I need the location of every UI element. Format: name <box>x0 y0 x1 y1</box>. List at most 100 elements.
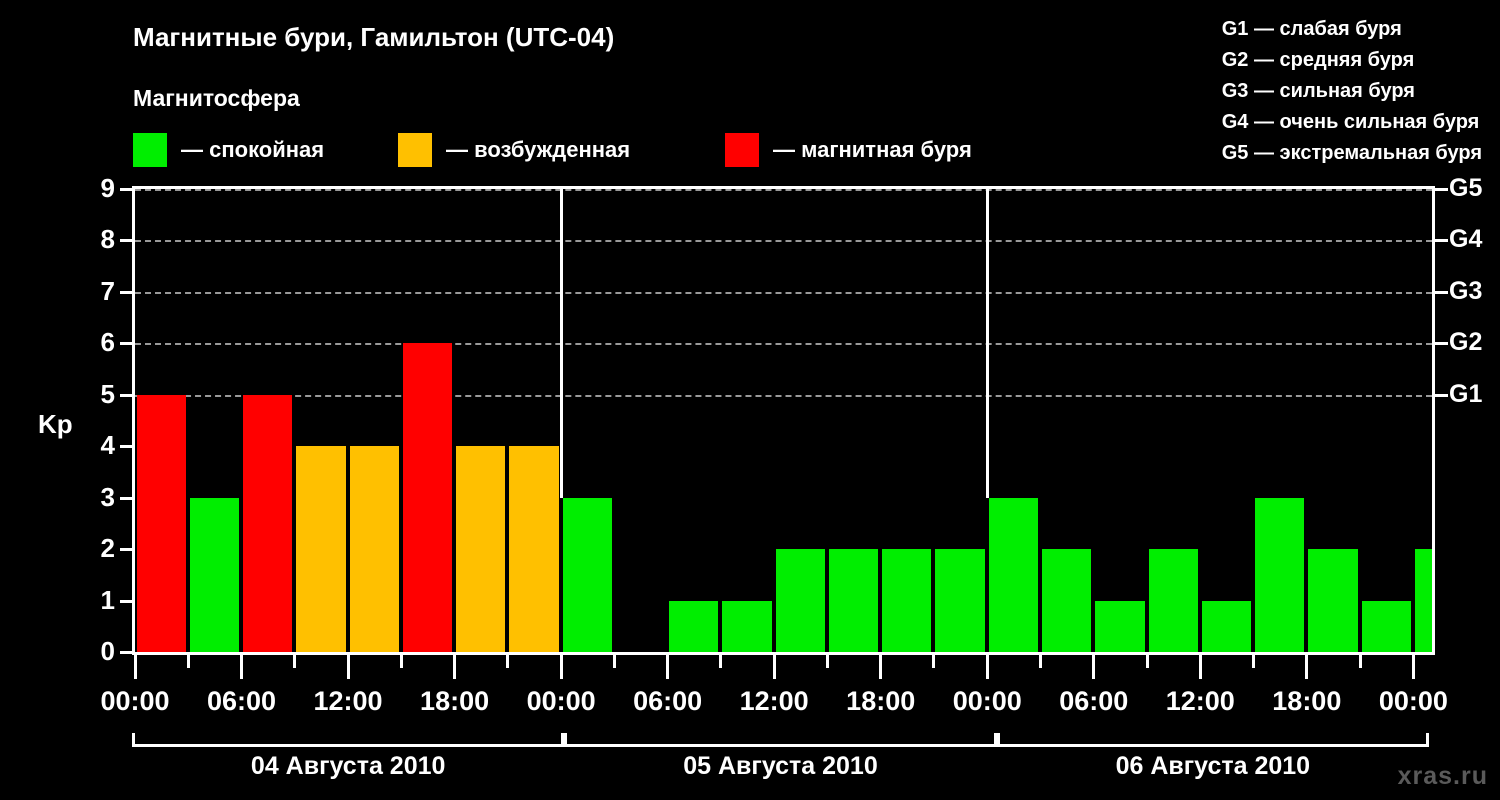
g-tick-g5 <box>1434 188 1448 191</box>
x-axis-label-11: 18:00 <box>1272 686 1342 716</box>
legend-swatch-storm <box>725 133 759 167</box>
x-tick-2 <box>240 655 244 679</box>
date-bracket-tick-1-0 <box>132 733 135 747</box>
bar <box>775 549 825 652</box>
x-tick-15 <box>932 655 936 668</box>
x-tick-22 <box>1305 655 1309 679</box>
x-axis-label-0: 00:00 <box>100 686 170 716</box>
date-bracket-tick-2-0 <box>564 733 568 747</box>
x-tick-14 <box>879 655 883 679</box>
gscale-line-g4: G4 — очень сильная буря <box>1222 107 1482 138</box>
x-axis-label-9: 06:00 <box>1059 686 1129 716</box>
right-axis-label-g1: G1 <box>1449 379 1483 408</box>
y-tick-4 <box>120 445 134 449</box>
x-tick-13 <box>825 655 829 668</box>
x-tick-17 <box>1039 655 1042 668</box>
date-bracket-segment-1 <box>134 744 563 747</box>
bar <box>296 446 346 652</box>
y-axis-label-4: 4 <box>100 430 115 461</box>
bar <box>669 600 719 652</box>
y-axis-label-0: 0 <box>100 636 115 666</box>
bar <box>828 549 879 652</box>
bar <box>456 446 506 652</box>
gscale-text-g1: — слабая буря <box>1248 18 1402 40</box>
gscale-text-g5: — экстремальная буря <box>1248 142 1482 164</box>
x-axis-label-6: 12:00 <box>739 686 809 716</box>
bar <box>509 446 559 652</box>
x-axis-label-8: 00:00 <box>952 686 1022 716</box>
right-axis-label-g4: G4 <box>1449 225 1483 254</box>
y-axis-label-7: 7 <box>100 275 115 306</box>
day-separator-2 <box>985 189 989 498</box>
x-tick-6 <box>453 655 457 679</box>
bar <box>402 343 453 652</box>
date-bracket-tick-3-0 <box>996 733 1000 747</box>
g-tick-g3 <box>1434 290 1448 294</box>
bar <box>1361 600 1411 652</box>
bar <box>722 600 772 652</box>
bar <box>1201 600 1252 652</box>
plot-top-border <box>132 186 1435 189</box>
legend-swatch-unsettled <box>398 133 432 167</box>
y-axis-label-3: 3 <box>100 481 115 512</box>
legend-label-unsettled: — возбужденная <box>446 137 631 162</box>
y-tick-3 <box>120 496 134 500</box>
bar <box>1414 549 1432 652</box>
legend-label-quiet: — спокойная <box>181 137 325 162</box>
date-bracket <box>132 733 1435 747</box>
x-tick-3 <box>293 655 297 668</box>
gridline-kp-8 <box>135 240 1432 243</box>
y-axis-label-2: 2 <box>100 533 115 564</box>
x-tick-24 <box>1411 655 1415 679</box>
x-tick-4 <box>346 655 350 679</box>
y-axis-label-5: 5 <box>100 378 115 409</box>
y-axis-label-6: 6 <box>100 327 115 358</box>
gscale-legend: G1 — слабая буря G2 — средняя буря G3 — си… <box>1222 14 1482 169</box>
legend-swatch-quiet <box>133 133 167 167</box>
x-axis-label-1: 06:00 <box>206 686 277 716</box>
x-tick-0 <box>133 655 137 679</box>
date-label-2: 05 Августа 2010 <box>683 752 878 780</box>
x-tick-5 <box>399 655 403 668</box>
x-tick-8 <box>559 655 563 679</box>
x-axis-label-12: 00:00 <box>1378 686 1448 716</box>
gscale-code-g1: G1 <box>1221 18 1249 40</box>
g-tick-g2 <box>1434 342 1448 346</box>
x-tick-21 <box>1252 655 1256 668</box>
y-axis-label-9: 9 <box>100 173 115 203</box>
x-tick-11 <box>719 655 723 668</box>
y-tick-7 <box>120 290 134 294</box>
gscale-line-g5: G5 — экстремальная буря <box>1222 138 1482 169</box>
legend-item-storm: — магнитная буря <box>725 133 972 167</box>
gscale-code-g5: G5 <box>1221 142 1249 164</box>
x-tick-7 <box>506 655 510 668</box>
bar <box>1095 600 1145 652</box>
x-tick-1 <box>186 655 190 668</box>
date-label-1: 04 Августа 2010 <box>250 752 446 780</box>
legend-item-quiet: — спокойная <box>133 133 324 167</box>
g-tick-g4 <box>1434 239 1448 243</box>
bar <box>882 549 932 652</box>
x-tick-16 <box>985 655 989 679</box>
gscale-line-g1: G1 — слабая буря <box>1222 14 1482 45</box>
gscale-text-g4: — очень сильная буря <box>1248 111 1480 133</box>
page-title: Магнитные бури, Гамильтон (UTC-04) <box>133 22 615 52</box>
x-tick-9 <box>612 655 616 668</box>
gridline-kp-6 <box>135 343 1432 346</box>
bar <box>243 394 293 652</box>
y-tick-6 <box>120 342 134 346</box>
date-bracket-segment-2 <box>566 744 995 747</box>
bar <box>988 497 1038 652</box>
bar <box>1308 549 1358 652</box>
gridline-kp-7 <box>135 291 1432 294</box>
date-bracket-tick-1-1 <box>561 733 565 747</box>
x-axis-label-3: 18:00 <box>420 686 490 716</box>
x-axis-label-10: 12:00 <box>1165 686 1235 716</box>
x-tick-18 <box>1092 655 1096 679</box>
date-bracket-tick-3-1 <box>1426 733 1429 747</box>
bar <box>189 497 239 652</box>
legend-heading: Магнитосфера <box>133 85 300 111</box>
bar <box>1255 497 1305 652</box>
x-axis-label-2: 12:00 <box>313 686 383 716</box>
